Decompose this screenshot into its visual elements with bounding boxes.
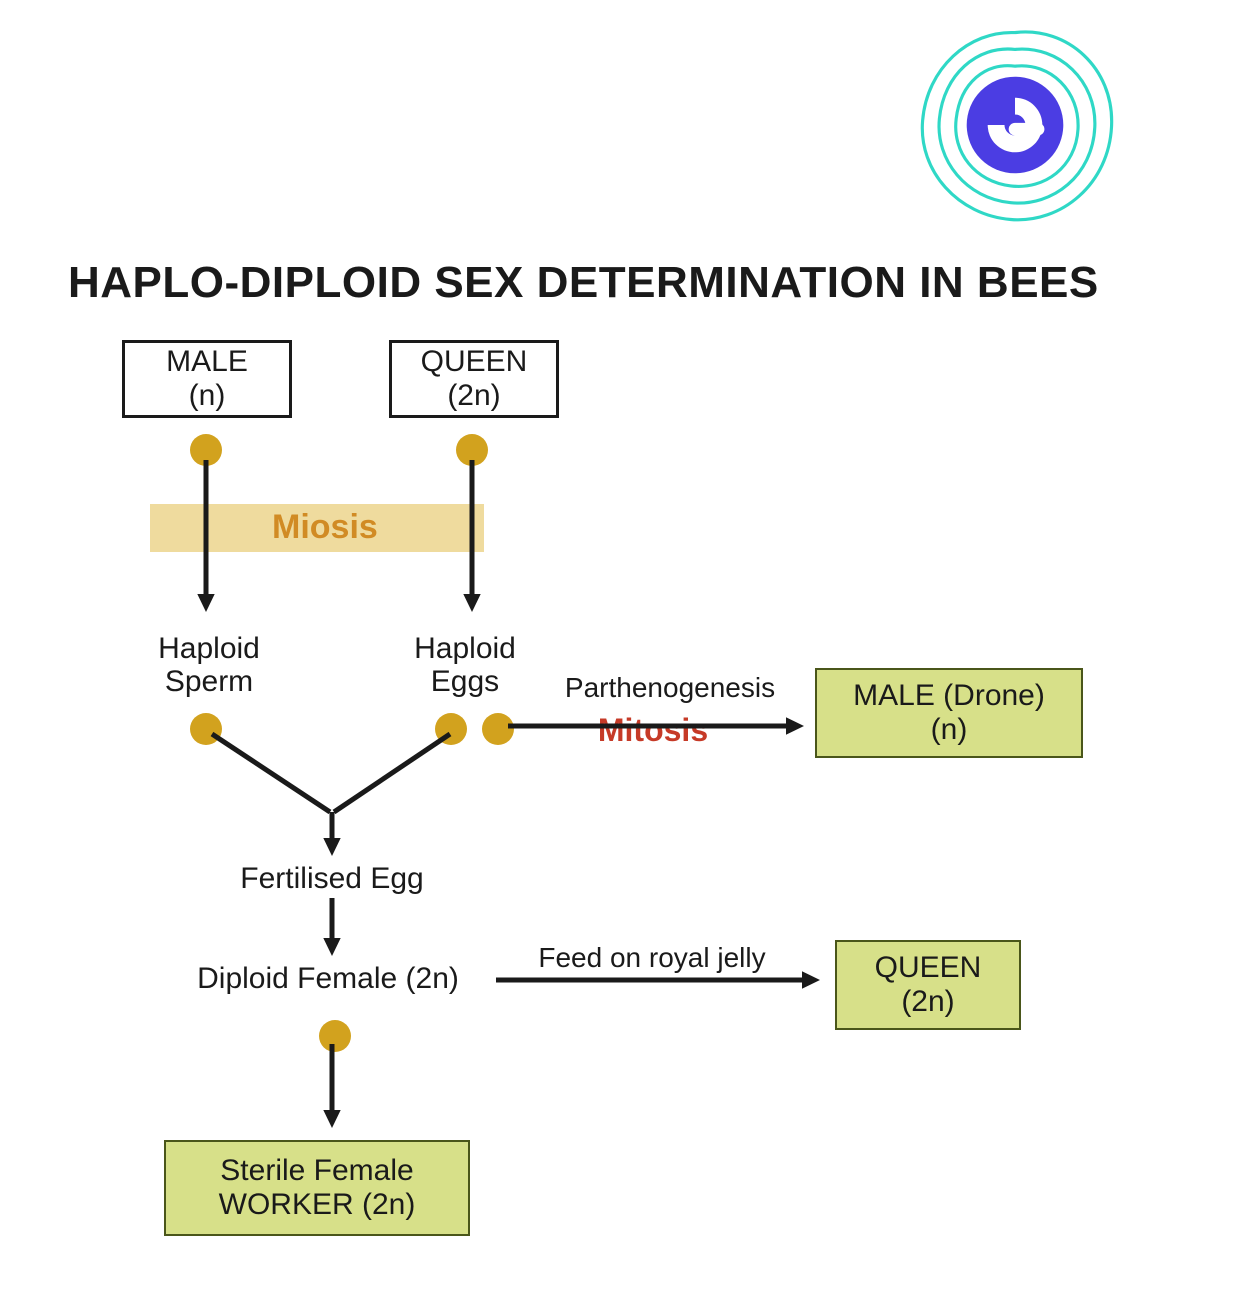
box-male-parent: MALE (n) (122, 340, 292, 418)
cell-dot (456, 434, 488, 466)
cell-dot (190, 434, 222, 466)
outcome-male-drone-l2: (n) (931, 713, 968, 748)
miosis-label: Miosis (272, 508, 378, 547)
outcome-worker: Sterile Female WORKER (2n) (164, 1140, 470, 1236)
cell-dot (482, 713, 514, 745)
edge-label-royal-jelly: Feed on royal jelly (512, 942, 792, 974)
cell-dot (435, 713, 467, 745)
box-queen-parent: QUEEN (2n) (389, 340, 559, 418)
outcome-queen-l1: QUEEN (875, 951, 982, 986)
outcome-male-drone: MALE (Drone) (n) (815, 668, 1083, 758)
label-haploid-eggs-l1: Haploid (414, 632, 516, 665)
label-haploid-eggs: Haploid Eggs (400, 632, 530, 698)
box-male-line1: MALE (166, 345, 248, 380)
brand-logo (910, 20, 1120, 230)
outcome-male-drone-l1: MALE (Drone) (853, 679, 1045, 714)
label-haploid-sperm: Haploid Sperm (144, 632, 274, 698)
label-diploid-female: Diploid Female (2n) (168, 962, 488, 995)
outcome-worker-l1: Sterile Female (220, 1154, 413, 1189)
edge-label-mitosis: Mitosis (578, 712, 728, 749)
label-fertilised-egg: Fertilised Egg (222, 862, 442, 895)
outcome-worker-l2: WORKER (2n) (219, 1188, 416, 1223)
label-haploid-eggs-l2: Eggs (431, 665, 499, 698)
cell-dot (319, 1020, 351, 1052)
box-queen-line2: (2n) (447, 379, 500, 414)
label-haploid-sperm-l2: Sperm (165, 665, 253, 698)
outcome-queen-l2: (2n) (901, 985, 954, 1020)
diagram-title: HAPLO-DIPLOID SEX DETERMINATION IN BEES (68, 258, 1099, 308)
edge-label-parthenogenesis: Parthenogenesis (540, 672, 800, 704)
box-male-line2: (n) (189, 379, 226, 414)
cell-dot (190, 713, 222, 745)
outcome-queen: QUEEN (2n) (835, 940, 1021, 1030)
label-haploid-sperm-l1: Haploid (158, 632, 260, 665)
box-queen-line1: QUEEN (421, 345, 528, 380)
